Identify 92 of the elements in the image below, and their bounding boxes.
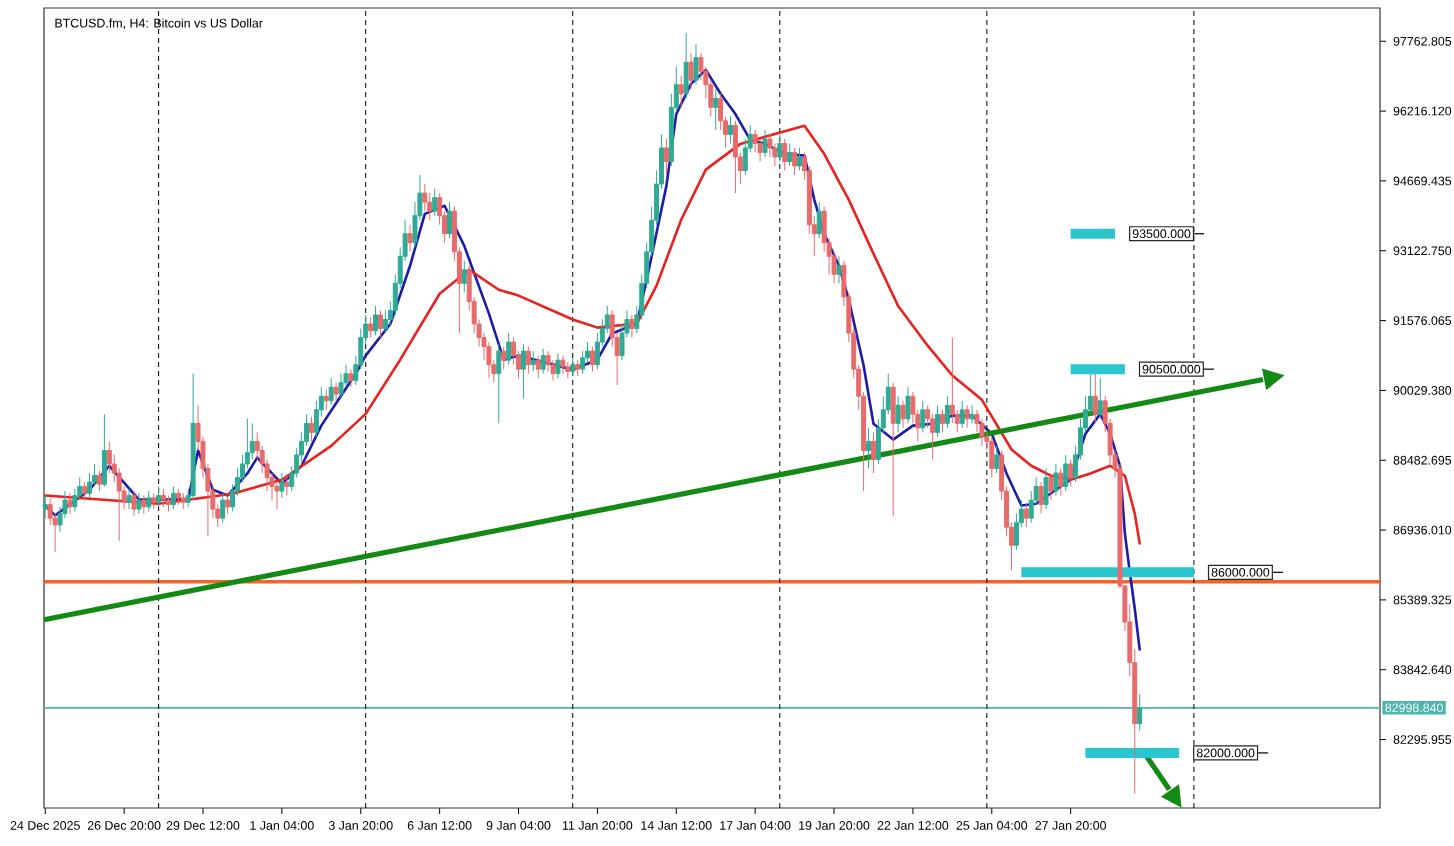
candlestick bbox=[555, 352, 561, 379]
candlestick bbox=[1068, 458, 1074, 488]
candlestick bbox=[870, 431, 876, 474]
candlestick bbox=[101, 413, 107, 488]
candlestick bbox=[506, 332, 512, 366]
candlestick bbox=[1028, 490, 1034, 524]
candlestick bbox=[974, 409, 980, 433]
candlestick bbox=[1092, 373, 1098, 424]
candlestick bbox=[62, 490, 68, 519]
candlestick bbox=[136, 492, 142, 515]
candlestick bbox=[545, 350, 551, 372]
candlestick bbox=[565, 361, 571, 379]
candlestick bbox=[427, 192, 433, 221]
candlestick bbox=[1053, 463, 1059, 497]
candlestick bbox=[949, 337, 955, 424]
candlestick bbox=[274, 481, 280, 510]
candlestick bbox=[151, 492, 157, 510]
candlestick bbox=[1038, 481, 1044, 515]
candlestick bbox=[698, 52, 704, 81]
candlestick bbox=[1043, 467, 1049, 510]
candlestick bbox=[106, 440, 112, 474]
candlestick bbox=[560, 355, 566, 375]
candlestick bbox=[333, 382, 339, 402]
candlestick bbox=[461, 260, 467, 293]
candlestick bbox=[156, 486, 162, 508]
candlestick bbox=[92, 463, 97, 488]
candlestick bbox=[264, 458, 270, 492]
candlestick bbox=[279, 472, 285, 499]
candlestick bbox=[969, 404, 975, 424]
candlestick bbox=[126, 488, 132, 510]
candlestick bbox=[284, 474, 290, 497]
candlestick bbox=[432, 188, 438, 217]
candlestick bbox=[190, 373, 196, 501]
candlestick bbox=[772, 142, 778, 167]
candlestick bbox=[313, 400, 319, 438]
candlestick bbox=[323, 388, 329, 411]
candlestick bbox=[728, 115, 733, 144]
candlestick bbox=[422, 183, 428, 212]
candlestick bbox=[294, 447, 300, 479]
candlestick bbox=[925, 404, 931, 429]
candlestick bbox=[797, 147, 802, 172]
candlestick bbox=[254, 431, 260, 460]
candlestick bbox=[378, 309, 383, 339]
candlestick bbox=[619, 323, 625, 361]
candlestick bbox=[1048, 472, 1054, 501]
candlestick bbox=[678, 75, 684, 108]
candlestick bbox=[486, 341, 492, 379]
candlestick bbox=[570, 357, 576, 377]
candlestick bbox=[57, 506, 63, 533]
candlestick bbox=[575, 359, 581, 377]
candlestick bbox=[343, 364, 349, 388]
candlestick bbox=[82, 481, 88, 501]
candlestick bbox=[338, 373, 344, 400]
candlestick bbox=[131, 490, 137, 517]
candlestick bbox=[762, 129, 768, 158]
candlestick bbox=[67, 492, 73, 515]
candlestick bbox=[496, 343, 502, 424]
candlestick bbox=[836, 255, 842, 284]
candlestick bbox=[42, 495, 48, 519]
candlestick bbox=[1058, 467, 1064, 497]
candlestick bbox=[900, 400, 906, 429]
candlestick bbox=[910, 391, 916, 424]
candlestick bbox=[437, 192, 443, 226]
candlestick bbox=[979, 418, 985, 447]
candlestick bbox=[520, 343, 526, 400]
candlestick bbox=[1097, 377, 1103, 420]
candlestick bbox=[713, 88, 719, 131]
candlestick bbox=[708, 79, 714, 117]
candlestick bbox=[752, 129, 758, 153]
candlestick bbox=[930, 413, 936, 460]
candlestick bbox=[609, 309, 615, 348]
candlestick bbox=[220, 492, 226, 524]
candlestick bbox=[348, 368, 354, 388]
candlestick bbox=[180, 492, 186, 510]
candlestick bbox=[994, 445, 1000, 474]
candlestick bbox=[959, 400, 965, 429]
candlestick bbox=[693, 43, 699, 86]
candlestick bbox=[87, 472, 93, 499]
candlestick bbox=[905, 386, 911, 424]
candlestick bbox=[407, 224, 413, 253]
candlestick bbox=[116, 467, 122, 542]
candlestick bbox=[368, 316, 374, 339]
candlestick bbox=[47, 497, 53, 526]
candlestick bbox=[787, 142, 793, 167]
candlestick bbox=[767, 133, 773, 158]
candlestick bbox=[259, 445, 265, 474]
candlestick bbox=[629, 314, 635, 339]
candlestick bbox=[663, 138, 669, 176]
candlestick bbox=[895, 395, 901, 433]
candlestick bbox=[550, 359, 556, 381]
candlestick bbox=[757, 138, 763, 162]
candlestick bbox=[688, 52, 694, 90]
